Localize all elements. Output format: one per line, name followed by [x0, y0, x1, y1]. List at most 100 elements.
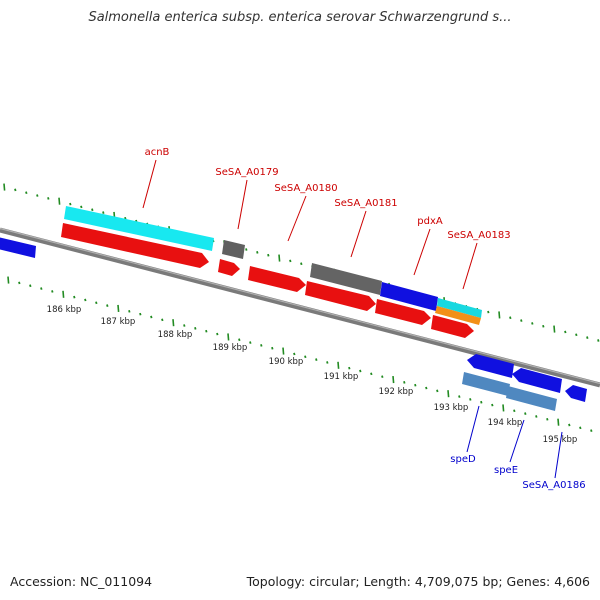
major-tick — [3, 183, 6, 191]
minor-tick — [568, 423, 571, 427]
minor-tick — [267, 253, 270, 257]
topology-summary: Topology: circular; Length: 4,709,075 bp… — [246, 574, 590, 589]
scale-label: 193 kbp — [434, 403, 469, 413]
feature-SeSA_A0179-gray[interactable] — [222, 240, 245, 259]
minor-tick — [150, 315, 153, 319]
gene-label-SeSA_A0179[interactable]: SeSA_A0179 — [215, 167, 278, 178]
feature-acnB[interactable] — [61, 223, 209, 268]
minor-tick — [29, 284, 32, 288]
gene-label-speE[interactable]: speE — [494, 465, 518, 476]
feature-speD[interactable] — [467, 354, 514, 378]
feature-SeSA_A0181-gray[interactable] — [310, 263, 382, 295]
scale-label: 192 kbp — [379, 387, 414, 397]
feature-SeSA_A0181[interactable] — [305, 281, 376, 311]
minor-tick — [491, 403, 494, 407]
gene-label-speD[interactable]: speD — [450, 454, 476, 465]
map-title: Salmonella enterica subsp. enterica sero… — [88, 10, 512, 25]
gene-label-acnB[interactable]: acnB — [145, 147, 170, 158]
feature-speE[interactable] — [512, 368, 562, 393]
major-tick — [172, 319, 175, 327]
minor-tick — [326, 361, 329, 364]
minor-tick — [513, 409, 516, 413]
minor-tick — [359, 369, 362, 373]
minor-tick — [73, 295, 76, 299]
minor-tick — [425, 386, 428, 390]
gene-label-SeSA_A0183[interactable]: SeSA_A0183 — [447, 230, 510, 241]
feature-pdxA[interactable] — [375, 299, 431, 325]
minor-tick — [542, 324, 545, 328]
major-tick — [337, 361, 340, 369]
feature-speE-steel[interactable] — [506, 386, 557, 411]
minor-tick — [194, 327, 197, 330]
minor-tick — [128, 309, 131, 313]
minor-tick — [348, 366, 351, 370]
gene-label-SeSA_A0186[interactable]: SeSA_A0186 — [522, 480, 585, 491]
minor-tick — [80, 205, 83, 209]
minor-tick — [590, 429, 593, 433]
major-tick — [278, 254, 281, 262]
reverse-features — [462, 354, 587, 411]
minor-tick — [370, 372, 373, 376]
major-tick — [58, 197, 61, 205]
minor-tick — [520, 319, 523, 322]
minor-tick — [469, 398, 472, 401]
major-tick — [7, 276, 10, 284]
minor-tick — [256, 251, 259, 254]
minor-tick — [564, 330, 567, 334]
feature-SeSA_A0183-orange[interactable] — [435, 306, 481, 325]
minor-tick — [51, 290, 54, 293]
scale-label: 194 kbp — [488, 418, 523, 428]
minor-tick — [575, 333, 578, 337]
reverse-leader-lines — [466, 405, 563, 479]
minor-tick — [139, 312, 142, 316]
scale-label: 188 kbp — [158, 330, 193, 340]
minor-tick — [597, 339, 600, 342]
minor-tick — [579, 426, 582, 430]
minor-tick — [249, 341, 252, 344]
feature-SeSA_A0186[interactable] — [565, 385, 587, 402]
scale-label: 195 kbp — [543, 435, 578, 445]
major-tick — [392, 375, 395, 384]
minor-tick — [381, 375, 384, 379]
minor-tick — [509, 316, 512, 320]
feature-left-partial[interactable] — [0, 237, 36, 258]
minor-tick — [14, 188, 17, 192]
major-tick — [498, 311, 501, 319]
backbone-line — [0, 227, 600, 388]
minor-tick — [47, 197, 50, 200]
major-tick — [557, 418, 560, 426]
feature-SeSA_A0180[interactable] — [248, 266, 306, 292]
major-tick — [62, 290, 65, 298]
minor-tick — [245, 248, 248, 251]
scale-label: 187 kbp — [101, 317, 136, 327]
major-tick — [227, 333, 230, 341]
gene-label-SeSA_A0181[interactable]: SeSA_A0181 — [334, 198, 397, 209]
minor-tick — [293, 352, 296, 356]
minor-tick — [300, 262, 303, 266]
scale-label: 186 kbp — [47, 305, 82, 315]
minor-tick — [458, 395, 461, 398]
minor-tick — [84, 298, 87, 302]
minor-tick — [91, 208, 94, 212]
minor-tick — [403, 381, 406, 384]
forward-features — [0, 206, 482, 338]
scale-label: 190 kbp — [269, 357, 304, 367]
inner-tick-track — [7, 276, 593, 433]
feature-SeSA_A0183-cyan[interactable] — [437, 298, 482, 318]
feature-speD-steel[interactable] — [462, 372, 510, 396]
minor-tick — [535, 415, 538, 418]
minor-tick — [487, 310, 490, 314]
accession-text: Accession: NC_011094 — [10, 574, 153, 589]
feature-SeSA_A0183[interactable] — [431, 315, 474, 338]
minor-tick — [216, 332, 219, 336]
minor-tick — [414, 383, 417, 387]
gene-label-pdxA[interactable]: pdxA — [417, 216, 443, 227]
gene-label-SeSA_A0180[interactable]: SeSA_A0180 — [274, 183, 337, 194]
feature-pdxA-blue[interactable] — [380, 282, 438, 311]
feature-SeSA_A0179[interactable] — [218, 259, 240, 276]
minor-tick — [205, 329, 208, 333]
minor-tick — [304, 355, 307, 359]
feature-acnB-cyan[interactable] — [64, 206, 214, 251]
major-tick — [553, 325, 556, 333]
